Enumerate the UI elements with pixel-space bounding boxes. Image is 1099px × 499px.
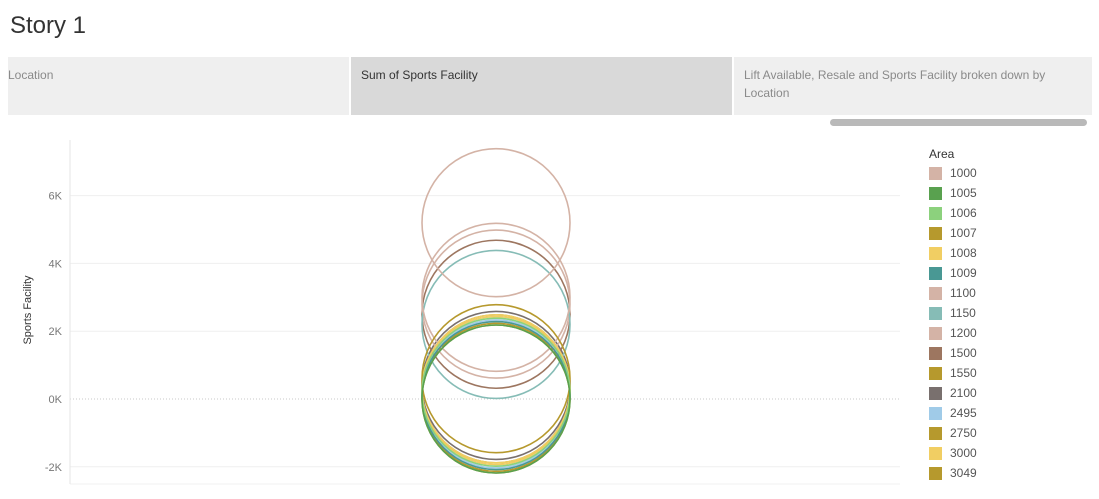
y-tick-label: -2K [45, 462, 63, 474]
legend-swatch [929, 226, 942, 240]
y-tick-label: 6K [49, 191, 63, 203]
legend-item-1100[interactable]: 1100 [929, 283, 1089, 303]
legend-label: 2100 [950, 386, 977, 400]
legend-label: 3049 [950, 466, 977, 480]
story-navigator: Location Sum of Sports Facility Lift Ava… [8, 57, 1092, 115]
circle-mark-1150[interactable] [421, 249, 571, 400]
legend-swatch [929, 466, 942, 480]
legend-label: 1006 [950, 206, 977, 220]
legend-swatch [929, 326, 942, 340]
story-point-location[interactable]: Location [8, 57, 351, 115]
legend-label: 1200 [950, 326, 977, 340]
legend-swatch [929, 446, 942, 460]
legend-label: 1000 [950, 166, 977, 180]
gridlines [70, 195, 900, 485]
legend-swatch [929, 206, 942, 220]
legend-item-1008[interactable]: 1008 [929, 243, 1089, 263]
legend-label: 2495 [950, 406, 977, 420]
legend-item-1005[interactable]: 1005 [929, 183, 1089, 203]
circle-mark-1009[interactable] [421, 320, 571, 471]
legend-swatch [929, 426, 942, 440]
legend-swatch [929, 186, 942, 200]
y-tick-label: 0K [49, 394, 63, 406]
circle-mark-1000[interactable] [421, 147, 571, 298]
legend-swatch [929, 346, 942, 360]
circle-mark-1006[interactable] [421, 317, 571, 468]
circle-mark-1007[interactable] [421, 303, 571, 454]
legend-item-1000[interactable]: 1000 [929, 163, 1089, 183]
story-point-sum-of-sports-facility[interactable]: Sum of Sports Facility [351, 57, 734, 115]
y-tick-label: 2K [49, 326, 63, 338]
circle-mark-2100[interactable] [421, 310, 571, 461]
legend-item-3000[interactable]: 3000 [929, 443, 1089, 463]
legend-swatch [929, 386, 942, 400]
legend-label: 1550 [950, 366, 977, 380]
legend-label: 1008 [950, 246, 977, 260]
legend-swatch [929, 246, 942, 260]
legend-item-2750[interactable]: 2750 [929, 423, 1089, 443]
legend-swatch [929, 406, 942, 420]
story-title: Story 1 [10, 12, 87, 39]
legend-label: 1100 [950, 286, 976, 300]
legend-label: 1005 [950, 186, 977, 200]
legend-item-1009[interactable]: 1009 [929, 263, 1089, 283]
legend-swatch [929, 266, 942, 280]
legend-label: 1009 [950, 266, 977, 280]
legend-label: 2750 [950, 426, 977, 440]
legend-swatch [929, 166, 942, 180]
story-point-breakdown-by-location[interactable]: Lift Available, Resale and Sports Facili… [734, 57, 1092, 115]
legend-title: Area [929, 147, 955, 161]
circle-mark-1005[interactable] [421, 324, 571, 474]
sports-facility-chart: -2K 0K 2K 4K 6K Sports Facility [22, 140, 900, 485]
legend-item-2495[interactable]: 2495 [929, 403, 1089, 423]
horizontal-scrollbar[interactable] [830, 119, 1087, 126]
legend-swatch [929, 286, 942, 300]
legend-item-1200[interactable]: 1200 [929, 323, 1089, 343]
circle-mark-1100[interactable] [421, 222, 571, 373]
legend-item-1007[interactable]: 1007 [929, 223, 1089, 243]
legend-label: 1150 [950, 306, 976, 320]
legend-swatch [929, 306, 942, 320]
legend-label: 3000 [950, 446, 977, 460]
legend-label: 1500 [950, 346, 977, 360]
y-tick-label: 4K [49, 258, 63, 270]
legend-items: 1000 1005 1006 1007 1008 1009 1100 1150 1200 1500… [929, 163, 1089, 483]
legend-swatch [929, 366, 942, 380]
legend-item-1500[interactable]: 1500 [929, 343, 1089, 363]
circle-marks [421, 147, 571, 474]
legend-item-3049[interactable]: 3049 [929, 463, 1089, 483]
legend-item-1550[interactable]: 1550 [929, 363, 1089, 383]
y-axis: -2K 0K 2K 4K 6K [45, 140, 71, 484]
y-axis-title: Sports Facility [22, 275, 34, 345]
legend: Area 1000 1005 1006 1007 1008 1009 1100 1150 120… [929, 146, 1089, 483]
legend-item-1006[interactable]: 1006 [929, 203, 1089, 223]
legend-label: 1007 [950, 226, 977, 240]
legend-item-1150[interactable]: 1150 [929, 303, 1089, 323]
legend-item-2100[interactable]: 2100 [929, 383, 1089, 403]
